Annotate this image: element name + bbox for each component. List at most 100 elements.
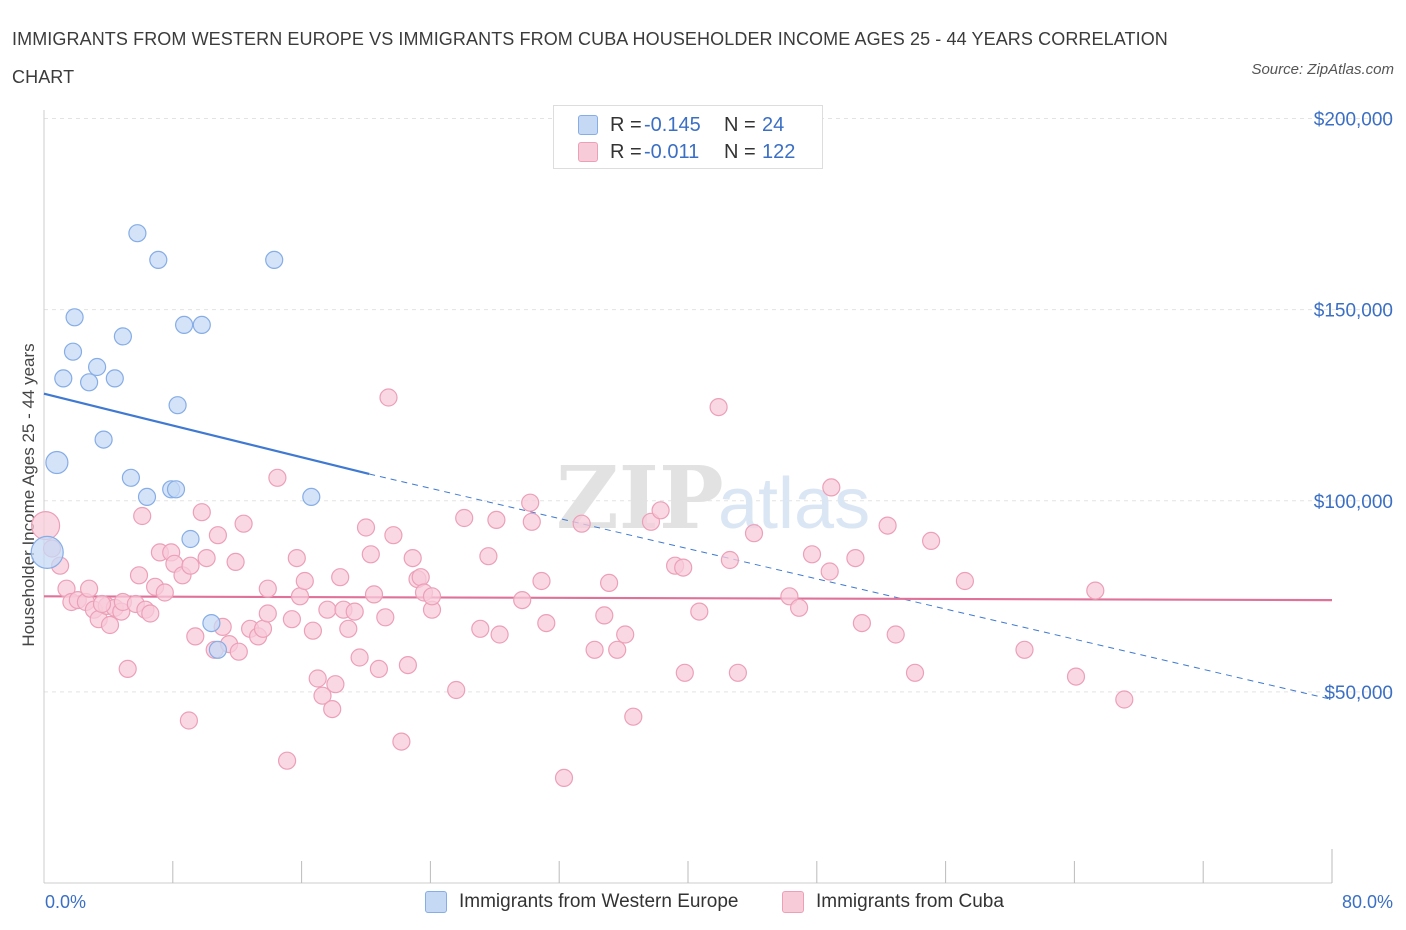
cuba-point — [155, 583, 174, 602]
legend-r-value: -0.145 — [644, 113, 701, 136]
cuba-point — [295, 571, 314, 591]
legend-label-cuba: Immigrants from Cuba — [816, 891, 1004, 912]
legend-item-cuba[interactable]: Immigrants from Cuba — [782, 888, 1004, 916]
western-europe-point — [202, 613, 221, 633]
cuba-point — [345, 602, 364, 621]
cuba-point — [141, 604, 160, 623]
legend-n-value: 24 — [762, 113, 785, 136]
cuba-point — [674, 558, 693, 577]
cuba-point — [744, 524, 764, 543]
legend-row-cuba: R = -0.011 N = 122 — [578, 139, 795, 165]
cuba-point — [886, 625, 905, 644]
legend-swatch-pink — [782, 891, 804, 913]
cuba-point — [364, 585, 384, 604]
cuba-point — [323, 699, 342, 719]
western-europe-point — [137, 487, 157, 506]
cuba-point — [905, 663, 925, 682]
western-europe-point — [54, 369, 73, 388]
cuba-point — [226, 552, 245, 572]
cuba-point — [822, 478, 841, 497]
cuba-point — [287, 548, 306, 568]
cuba-point — [278, 751, 297, 770]
cuba-point — [955, 571, 975, 591]
western-europe-point — [45, 450, 69, 475]
cuba-point — [282, 610, 301, 629]
cuba-point — [253, 619, 273, 638]
cuba-point — [802, 545, 822, 564]
cuba-point — [820, 562, 839, 581]
cuba-point — [616, 625, 635, 644]
cuba-point — [487, 510, 506, 530]
western-europe-point — [79, 373, 99, 392]
cuba-point — [356, 518, 376, 537]
cuba-point — [490, 625, 509, 644]
western-europe-point — [208, 640, 227, 659]
y-tick-label: $150,000 — [1314, 301, 1393, 322]
western-europe-point — [168, 396, 187, 415]
cuba-point — [318, 600, 337, 619]
western-europe-point — [121, 468, 140, 487]
cuba-point — [376, 608, 395, 627]
cuba-point — [303, 621, 322, 640]
x-tick-label-max: 80.0% — [1342, 892, 1393, 912]
cuba-point — [129, 566, 149, 585]
cuba-point — [308, 669, 327, 688]
cuba-point — [100, 615, 120, 635]
cuba-point — [30, 510, 61, 541]
cuba-point — [595, 606, 614, 625]
legend-n-value: 122 — [762, 140, 796, 163]
western-europe-point — [87, 357, 107, 377]
western-europe-point — [181, 529, 200, 549]
cuba-point — [690, 602, 709, 621]
legend-item-western-europe[interactable]: Immigrants from Western Europe — [425, 888, 738, 916]
cuba-point — [208, 526, 227, 545]
cuba-point — [608, 640, 627, 659]
legend-r-value: -0.011 — [644, 140, 700, 163]
legend-n-label: N = — [724, 140, 756, 163]
cuba-point — [720, 550, 740, 570]
cuba-point — [326, 675, 345, 694]
cuba-point — [532, 571, 551, 591]
legend-r-label: R = — [610, 113, 642, 136]
cuba-point — [392, 732, 411, 751]
cuba-point — [455, 508, 474, 528]
tick-labels: $50,000 $100,000 $150,000 $200,000 0.0% 80.0% — [45, 110, 1393, 913]
cuba-point — [554, 768, 574, 788]
cuba-point — [181, 556, 200, 575]
axis-layer — [43, 110, 1333, 884]
legend-swatch-pink — [578, 142, 598, 162]
cuba-point — [379, 388, 398, 407]
cuba-point — [624, 707, 643, 726]
cuba-point — [186, 627, 205, 646]
western-europe-point — [30, 535, 64, 570]
cuba-point — [229, 642, 248, 661]
cuba-point — [234, 514, 253, 533]
cuba-point — [789, 598, 809, 617]
cuba-point — [258, 579, 277, 598]
legend-label-western-europe: Immigrants from Western Europe — [459, 891, 739, 912]
legend-n-label: N = — [724, 113, 756, 136]
cuba-point — [675, 663, 694, 682]
cuba-point — [339, 619, 358, 638]
western-europe-point — [113, 327, 133, 346]
cuba-point — [258, 604, 277, 623]
cuba-point — [369, 659, 388, 679]
cuba-point — [313, 686, 332, 705]
legend-swatch-blue — [578, 115, 598, 135]
western-europe-trend-line — [43, 392, 370, 476]
cuba-point — [179, 711, 198, 730]
western-europe-point — [166, 480, 186, 499]
cuba-point — [447, 680, 466, 700]
cuba-point — [192, 503, 211, 522]
western-europe-point — [63, 342, 83, 361]
western-europe-point — [175, 315, 194, 334]
cuba-point — [384, 526, 403, 545]
cuba-point — [1066, 667, 1086, 686]
stats-legend: R = -0.145 N = 24 R = -0.011 N = 122 — [553, 105, 823, 169]
cuba-point — [585, 640, 604, 659]
cuba-point — [422, 587, 442, 606]
watermark-zip: ZIP — [556, 448, 724, 549]
legend-row-western-europe: R = -0.145 N = 24 — [578, 112, 784, 138]
cuba-point — [92, 594, 112, 614]
